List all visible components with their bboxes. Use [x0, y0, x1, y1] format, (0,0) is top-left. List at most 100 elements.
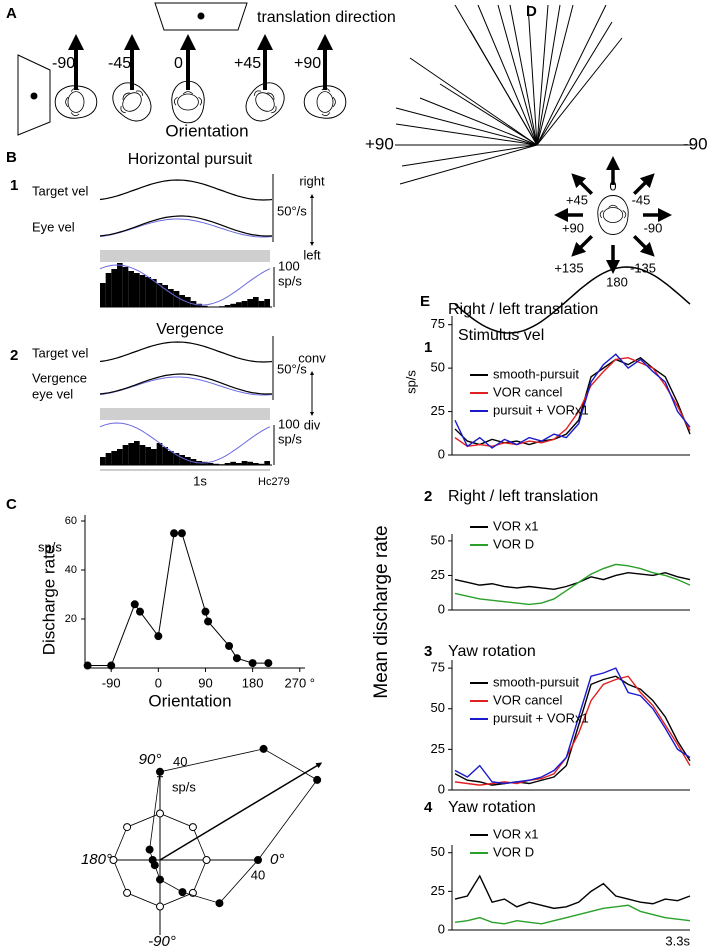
histogram-bar: [207, 463, 214, 465]
plot-number: 1: [424, 339, 432, 356]
y-axis-title: Mean discharge rate: [371, 525, 392, 698]
legend-label: smooth-pursuit: [493, 674, 579, 689]
head-ears: [120, 90, 144, 114]
y-tick-label: 40: [65, 564, 77, 576]
direction-vector: [509, 4, 538, 146]
direction-vector: [439, 83, 538, 146]
plot-title: Right / left translation: [448, 301, 598, 318]
direction-label: 0: [609, 178, 616, 193]
direction-vector: [401, 144, 538, 167]
histogram-bar: [213, 463, 219, 465]
y-axis-title: Discharge rate: [39, 545, 58, 656]
rate-trace: [454, 904, 691, 925]
head-inner: [602, 207, 624, 223]
histogram-bar: [253, 463, 259, 465]
orientation-label: -90: [52, 55, 75, 72]
histogram-bar: [105, 273, 112, 307]
head-inner: [177, 93, 199, 111]
rate-trace: [454, 667, 691, 785]
filled-point: [156, 875, 164, 884]
open-point: [123, 823, 132, 832]
head-outline: [112, 82, 152, 122]
plot-title: Yaw rotation: [448, 643, 536, 660]
y-unit: sp/s: [38, 539, 62, 554]
histogram-bar: [128, 271, 134, 307]
head-icon: [112, 82, 152, 122]
histogram-bar: [230, 303, 236, 307]
target-trace: [99, 341, 273, 363]
histogram-bar: [117, 449, 123, 465]
orientation-label: 0: [174, 55, 183, 72]
y-tick-label: 60: [65, 515, 77, 527]
histogram-bar: [241, 301, 248, 307]
head-icon: [171, 80, 205, 124]
open-point: [123, 888, 132, 897]
y-tick-label: 25: [431, 741, 445, 756]
direction-label: -45: [632, 192, 651, 207]
filled-point: [150, 861, 159, 870]
panel-label: C: [6, 496, 17, 513]
trace-label: eye vel: [32, 387, 73, 402]
eye-trace-fit: [99, 376, 273, 396]
direction-label: +90: [562, 220, 584, 235]
histogram-bar: [151, 279, 157, 307]
data-point: [177, 529, 186, 538]
legend-label: VOR x1: [493, 826, 539, 841]
trace-label: Eye vel: [32, 219, 75, 234]
panel-label: B: [6, 149, 17, 166]
y-tick-label: 0: [438, 601, 445, 616]
eye-trace-fit: [99, 218, 273, 238]
histogram-bar: [258, 301, 265, 307]
histogram-bar: [224, 463, 231, 465]
histogram-bar: [111, 269, 117, 307]
direction-arrow: [632, 173, 655, 196]
direction-label: right: [299, 173, 325, 188]
angle-label: 90°: [139, 751, 162, 768]
histogram-bar: [258, 463, 265, 465]
screen-side: [17, 54, 51, 136]
y-unit: sp/s: [403, 370, 418, 394]
data-point: [130, 600, 139, 609]
histogram-bar: [134, 441, 140, 465]
histogram-bar: [139, 445, 146, 465]
direction-label: translation direction: [257, 9, 396, 26]
head-outline: [54, 85, 98, 119]
direction-arrow: [571, 234, 594, 257]
direction-vector: [536, 4, 549, 146]
histogram-bar: [100, 283, 106, 307]
row-title: Horizontal pursuit: [128, 151, 253, 168]
legend-label: pursuit + VORx1: [493, 402, 589, 417]
r-unit: sp/s: [172, 779, 196, 794]
histogram-bar: [134, 273, 140, 307]
histogram-bar: [179, 295, 185, 307]
direction-vector: [527, 4, 538, 146]
row-number: 1: [10, 177, 18, 194]
direction-arrow: [571, 173, 594, 196]
rate-scale-label: 100: [278, 416, 300, 431]
direction-label: div: [304, 417, 321, 432]
direction-vector: [497, 4, 538, 146]
x-tick-label: 180: [242, 675, 264, 690]
y-tick-label: 50: [431, 532, 445, 547]
data-point: [264, 659, 273, 668]
filled-point: [313, 775, 322, 784]
y-tick-label: 25: [431, 403, 445, 418]
direction-label: 180: [606, 274, 628, 289]
velocity-scale: 50°/s: [277, 203, 307, 218]
direction-vector: [469, 29, 538, 146]
data-point: [204, 617, 213, 626]
head-outline: [303, 85, 347, 119]
histogram-bar: [100, 457, 106, 465]
legend-label: VOR D: [493, 536, 534, 551]
direction-vector: [536, 4, 607, 146]
raster: [100, 408, 270, 420]
eye-trace: [99, 215, 273, 237]
orientation-label: +90: [294, 55, 321, 72]
direction-vector: [477, 4, 538, 146]
histogram-bar: [241, 461, 248, 465]
preferred-vector: [159, 762, 323, 861]
open-point: [109, 856, 118, 864]
x-tick-label: 0: [155, 675, 162, 690]
head-outline: [171, 80, 205, 124]
